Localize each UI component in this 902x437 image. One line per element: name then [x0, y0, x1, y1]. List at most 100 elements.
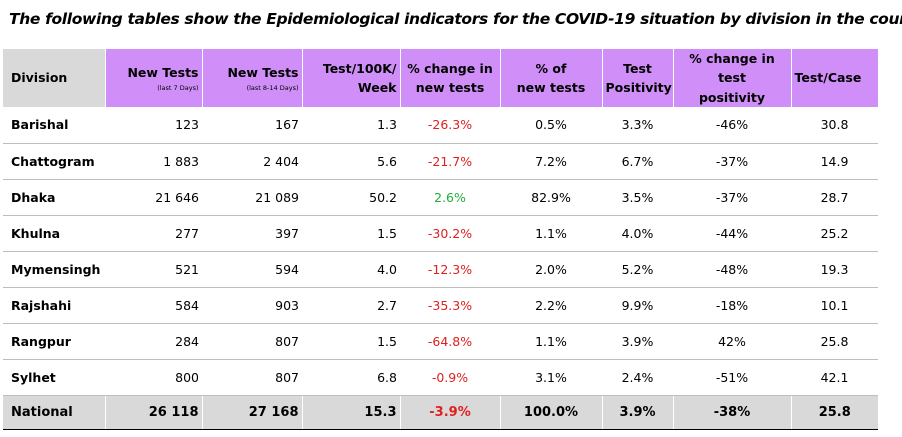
- cell-pct-change-tests: -26.3%: [400, 107, 500, 144]
- cell-test-per-case: 14.9: [791, 143, 878, 180]
- header-pct-change-positivity-line1: % change in test: [689, 51, 775, 86]
- table-row: Chattogram 1 883 2 404 5.6 -21.7% 7.2% 6.7% -37…: [3, 143, 878, 180]
- table-row: Dhaka 21 646 21 089 50.2 2.6% 82.9% 3.5% -37% 28…: [3, 179, 878, 216]
- cell-test-per-100k: 1.3: [302, 107, 400, 144]
- cell-test-per-case: 25.2: [791, 215, 878, 252]
- cell-pct-change-positivity: 42%: [673, 323, 791, 360]
- national-test-per-100k: 15.3: [301, 394, 400, 430]
- national-pct-change-tests: -3.9%: [399, 394, 500, 430]
- cell-positivity: 3.3%: [602, 107, 673, 144]
- cell-positivity: 9.9%: [602, 287, 673, 324]
- cell-new-tests-7: 521: [105, 251, 202, 288]
- cell-division: Sylhet: [3, 359, 105, 396]
- cell-pct-change-tests: 2.6%: [400, 179, 500, 216]
- cell-test-per-case: 10.1: [791, 287, 878, 324]
- header-test-per-100k: Test/100K/ Week: [301, 49, 400, 108]
- cell-pct-new-tests: 1.1%: [500, 323, 602, 360]
- cell-pct-new-tests: 82.9%: [500, 179, 602, 216]
- header-test-per-case: Test/Case: [790, 49, 878, 108]
- header-test-positivity-line2: Positivity: [605, 80, 672, 96]
- cell-test-per-case: 42.1: [791, 359, 878, 396]
- cell-division: Khulna: [3, 215, 105, 252]
- cell-new-tests-7: 800: [105, 359, 202, 396]
- cell-pct-change-positivity: -37%: [673, 179, 791, 216]
- cell-new-tests-8-14: 167: [202, 107, 302, 144]
- cell-division: Dhaka: [3, 179, 105, 216]
- table-row: Rangpur 284 807 1.5 -64.8% 1.1% 3.9% 42% 25.8: [3, 323, 878, 360]
- header-new-tests-7-days-label: New Tests: [127, 64, 199, 80]
- division-indicators-table: Division New Tests (last 7 Days) New Tes…: [3, 49, 878, 430]
- cell-pct-change-tests: -35.3%: [400, 287, 500, 324]
- cell-new-tests-8-14: 2 404: [202, 143, 302, 180]
- header-pct-new-tests-line1: % of: [535, 60, 567, 76]
- cell-division: Barishal: [3, 107, 105, 144]
- cell-positivity: 5.2%: [602, 251, 673, 288]
- cell-new-tests-7: 1 883: [105, 143, 202, 180]
- header-pct-change-positivity-line2: positivity: [698, 89, 766, 105]
- cell-new-tests-7: 123: [105, 107, 202, 144]
- cell-pct-change-positivity: -51%: [673, 359, 791, 396]
- cell-pct-change-tests: -30.2%: [400, 215, 500, 252]
- header-new-tests-8-14-days-label: New Tests: [227, 64, 299, 80]
- cell-test-per-100k: 6.8: [302, 359, 400, 396]
- cell-test-per-100k: 5.6: [302, 143, 400, 180]
- table-row: Mymensingh 521 594 4.0 -12.3% 2.0% 5.2% -48% 19.…: [3, 251, 878, 288]
- cell-pct-change-positivity: -48%: [673, 251, 791, 288]
- cell-test-per-100k: 2.7: [302, 287, 400, 324]
- cell-new-tests-7: 277: [105, 215, 202, 252]
- cell-test-per-case: 28.7: [791, 179, 878, 216]
- cell-test-per-100k: 4.0: [302, 251, 400, 288]
- header-row: Division New Tests (last 7 Days) New Tes…: [3, 49, 878, 108]
- cell-pct-new-tests: 1.1%: [500, 215, 602, 252]
- national-row: National 26 118 27 168 15.3 -3.9% 100.0%…: [3, 394, 878, 430]
- cell-pct-new-tests: 3.1%: [500, 359, 602, 396]
- cell-pct-new-tests: 2.0%: [500, 251, 602, 288]
- cell-pct-change-positivity: -46%: [673, 107, 791, 144]
- header-test-positivity: Test Positivity: [601, 49, 673, 108]
- header-new-tests-7-days: New Tests (last 7 Days): [104, 49, 202, 108]
- header-pct-new-tests: % of new tests: [499, 49, 602, 108]
- cell-pct-new-tests: 7.2%: [500, 143, 602, 180]
- cell-positivity: 3.9%: [602, 323, 673, 360]
- table-row: Sylhet 800 807 6.8 -0.9% 3.1% 2.4% -51% 42.1: [3, 359, 878, 396]
- cell-new-tests-8-14: 397: [202, 215, 302, 252]
- cell-new-tests-8-14: 21 089: [202, 179, 302, 216]
- cell-test-per-100k: 50.2: [302, 179, 400, 216]
- national-pct-new-tests: 100.0%: [499, 394, 602, 430]
- table-row: Barishal 123 167 1.3 -26.3% 0.5% 3.3% -46% 30.8: [3, 107, 878, 144]
- national-new-tests-7: 26 118: [104, 394, 202, 430]
- header-new-tests-8-14-days-sub: (last 8-14 Days): [246, 84, 299, 93]
- cell-positivity: 4.0%: [602, 215, 673, 252]
- cell-pct-new-tests: 0.5%: [500, 107, 602, 144]
- cell-test-per-100k: 1.5: [302, 215, 400, 252]
- header-pct-change-positivity: % change in test positivity: [672, 49, 791, 108]
- cell-new-tests-8-14: 807: [202, 359, 302, 396]
- cell-pct-change-positivity: -18%: [673, 287, 791, 324]
- cell-positivity: 3.5%: [602, 179, 673, 216]
- header-pct-change-tests: % change in new tests: [399, 49, 500, 108]
- cell-positivity: 6.7%: [602, 143, 673, 180]
- cell-test-per-case: 19.3: [791, 251, 878, 288]
- cell-pct-change-tests: -0.9%: [400, 359, 500, 396]
- national-new-tests-8-14: 27 168: [201, 394, 302, 430]
- header-new-tests-7-days-sub: (last 7 Days): [157, 84, 199, 93]
- cell-test-per-case: 30.8: [791, 107, 878, 144]
- cell-new-tests-7: 584: [105, 287, 202, 324]
- cell-pct-change-positivity: -44%: [673, 215, 791, 252]
- header-new-tests-8-14-days: New Tests (last 8-14 Days): [201, 49, 302, 108]
- header-test-positivity-line1: Test: [623, 60, 652, 76]
- cell-pct-new-tests: 2.2%: [500, 287, 602, 324]
- cell-new-tests-8-14: 594: [202, 251, 302, 288]
- cell-pct-change-tests: -12.3%: [400, 251, 500, 288]
- header-pct-change-tests-line2: new tests: [415, 80, 485, 96]
- cell-division: Chattogram: [3, 143, 105, 180]
- header-test-per-100k-line1: Test/100K/: [322, 60, 397, 76]
- cell-division: Mymensingh: [3, 251, 105, 288]
- national-pct-change-positivity: -38%: [672, 394, 791, 430]
- national-division: National: [3, 394, 105, 430]
- cell-test-per-100k: 1.5: [302, 323, 400, 360]
- cell-new-tests-8-14: 807: [202, 323, 302, 360]
- cell-pct-change-tests: -21.7%: [400, 143, 500, 180]
- national-test-per-case: 25.8: [790, 394, 878, 430]
- cell-new-tests-8-14: 903: [202, 287, 302, 324]
